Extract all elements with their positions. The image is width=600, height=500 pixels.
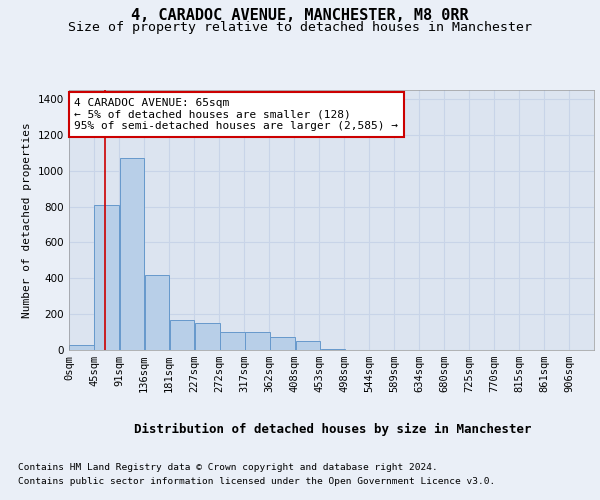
Bar [170, 320, 194, 350]
Text: 4 CARADOC AVENUE: 65sqm
← 5% of detached houses are smaller (128)
95% of semi-de: 4 CARADOC AVENUE: 65sqm ← 5% of detached… [74, 98, 398, 131]
Text: Contains HM Land Registry data © Crown copyright and database right 2024.: Contains HM Land Registry data © Crown c… [18, 462, 438, 471]
Text: 4, CARADOC AVENUE, MANCHESTER, M8 0RR: 4, CARADOC AVENUE, MANCHESTER, M8 0RR [131, 8, 469, 22]
Text: Distribution of detached houses by size in Manchester: Distribution of detached houses by size … [134, 422, 532, 436]
Text: Size of property relative to detached houses in Manchester: Size of property relative to detached ho… [68, 21, 532, 34]
Bar [245, 332, 270, 350]
Bar [69, 345, 94, 350]
Bar [196, 323, 220, 350]
Bar [271, 337, 295, 350]
Bar [296, 341, 320, 350]
Bar [94, 205, 119, 350]
Bar [321, 348, 346, 350]
Y-axis label: Number of detached properties: Number of detached properties [22, 122, 32, 318]
Bar [120, 158, 145, 350]
Bar [220, 332, 245, 350]
Text: Contains public sector information licensed under the Open Government Licence v3: Contains public sector information licen… [18, 478, 495, 486]
Bar [145, 274, 169, 350]
